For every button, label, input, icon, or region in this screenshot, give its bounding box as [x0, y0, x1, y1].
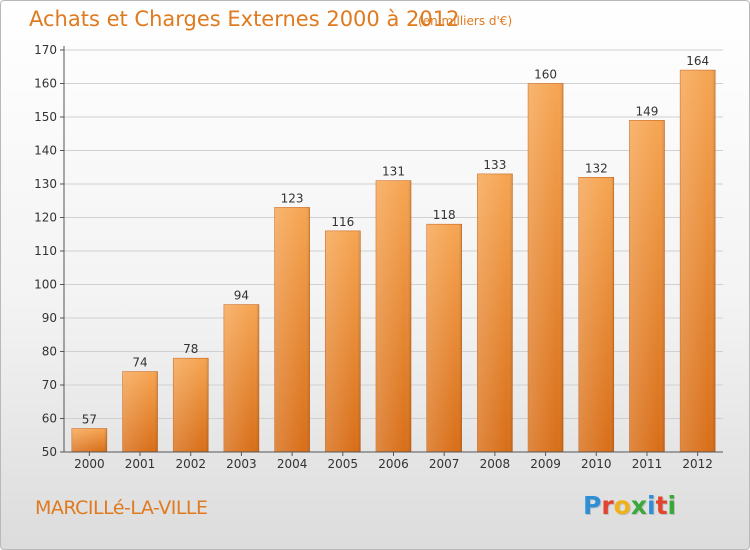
bar-value-label: 74 [132, 356, 147, 370]
bars [71, 69, 716, 453]
y-tick-label: 100 [34, 278, 57, 292]
bar-shading [223, 304, 259, 452]
y-tick-label: 150 [34, 110, 57, 124]
bar-value-label: 132 [585, 161, 608, 175]
value-labels: 57 74 78 94 123 116 131 118 133 160 132 149 164 [82, 54, 709, 426]
bar-shading [376, 180, 411, 452]
bar-shading [528, 83, 564, 452]
x-tick-label: 2009 [530, 457, 561, 471]
bar-shading [122, 371, 158, 452]
x-tick-label: 2006 [378, 457, 409, 471]
x-tick-label: 2003 [226, 457, 257, 471]
bar-value-label: 164 [686, 54, 709, 68]
x-tick-label: 2001 [125, 457, 156, 471]
bar-shading [71, 428, 107, 452]
y-tick-label: 90 [42, 311, 57, 325]
x-tick-label: 2008 [480, 457, 511, 471]
bar-shading [578, 177, 614, 453]
bar-value-label: 160 [534, 68, 557, 82]
chart-subtitle: (en milliers d'€) [418, 14, 513, 28]
bar-shading [680, 70, 716, 452]
logo-letter: P [583, 491, 602, 520]
y-tick-label: 140 [34, 144, 57, 158]
y-tick-label: 50 [42, 445, 57, 459]
bar-value-label: 116 [331, 215, 354, 229]
x-tick-label: 2011 [632, 457, 663, 471]
y-tick-label: 110 [34, 244, 57, 258]
logo-letter: r [601, 491, 614, 520]
y-tick-label: 70 [42, 378, 57, 392]
y-tick-label: 130 [34, 177, 57, 191]
logo-letter: t [655, 491, 668, 520]
axes: 50 60 70 80 90 100 110 120 130 140 150 160 170 2000 20… [34, 43, 723, 471]
y-tick-label: 170 [34, 43, 57, 57]
bar-value-label: 149 [636, 104, 659, 118]
bar-shading [274, 207, 310, 452]
proxiti-logo: Proxiti [583, 491, 676, 520]
x-tick-label: 2002 [175, 457, 206, 471]
bar-value-label: 78 [183, 342, 198, 356]
x-tick-label: 2012 [682, 457, 713, 471]
bar-value-label: 131 [382, 165, 405, 179]
y-tick-label: 60 [42, 412, 57, 426]
bar-shading [173, 358, 209, 452]
bar-value-label: 133 [483, 158, 506, 172]
y-tick-label: 160 [34, 77, 57, 91]
logo-letter: x [630, 491, 647, 520]
x-tick-label: 2007 [429, 457, 460, 471]
x-tick-label: 2004 [277, 457, 308, 471]
logo-letter: o [613, 491, 631, 520]
bar-shading [629, 120, 665, 452]
bar-value-label: 118 [433, 208, 456, 222]
bar-shading [325, 230, 361, 452]
y-tick-label: 80 [42, 345, 57, 359]
x-tick-label: 2000 [74, 457, 105, 471]
x-tick-label: 2010 [581, 457, 612, 471]
bar-value-label: 123 [281, 191, 304, 205]
logo-letter: i [667, 491, 677, 520]
x-tick-label: 2005 [328, 457, 359, 471]
logo-letter: i [647, 491, 656, 520]
chart-title: Achats et Charges Externes 2000 à 2012 [29, 7, 460, 31]
city-name: MARCILLé-LA-VILLE [35, 497, 208, 519]
bar-value-label: 57 [82, 413, 97, 427]
bar-shading [426, 224, 462, 452]
bar-value-label: 94 [234, 289, 249, 303]
y-tick-label: 120 [34, 211, 57, 225]
bar-shading [477, 173, 513, 452]
